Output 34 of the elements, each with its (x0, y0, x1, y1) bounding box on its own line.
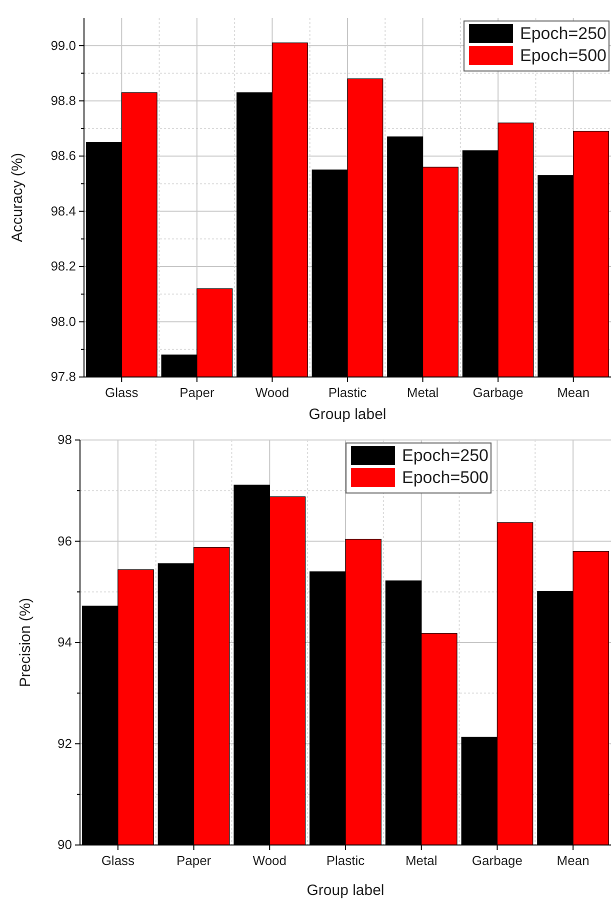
y-tick-label: 98.2 (50, 258, 76, 274)
x-tick-label: Glass (101, 853, 136, 868)
text: Epoch=500 (402, 468, 488, 487)
legend-label: Epoch=250 (520, 24, 606, 43)
x-tick-label: Mean (556, 853, 590, 868)
legend-label: Epoch=500 (520, 46, 606, 65)
x-tick-label: Paper (180, 385, 215, 400)
y-axis-title: Accuracy (%) (9, 152, 26, 242)
y-tick-label: 98.4 (50, 203, 76, 218)
y-tick-label: 92 (58, 736, 72, 751)
x-tick-label: Garbage (472, 853, 523, 868)
y-tick-label: 99.0 (50, 38, 76, 53)
x-tick-label: Wood (255, 385, 290, 400)
y-tick-label: 96 (58, 533, 72, 548)
legend-label: Epoch=250 (402, 446, 488, 465)
y-tick-label: 98.8 (50, 93, 76, 108)
y-tick-label: 98.0 (50, 314, 76, 329)
x-tick-label: Mean (557, 385, 590, 400)
y-tick-label: 94 (58, 634, 72, 650)
x-tick-label: Paper (176, 853, 212, 868)
y-axis-title: Precision (%) (17, 598, 34, 688)
y-tick-label: 98.6 (50, 148, 76, 164)
x-tick-label: Wood (252, 853, 287, 868)
x-axis-title: Group label (306, 882, 384, 899)
x-axis-title: Group label (308, 406, 386, 423)
x-tick-label: Plastic (326, 853, 366, 868)
y-tick-label: 97.8 (50, 369, 76, 384)
y-tick-label: 98 (58, 432, 72, 448)
x-tick-label: Metal (405, 853, 438, 868)
x-tick-label: Metal (406, 385, 439, 400)
y-tick-label: 90 (58, 837, 72, 852)
x-tick-label: Plastic (328, 385, 368, 400)
x-tick-label: Glass (105, 385, 139, 400)
x-tick-label: Garbage (472, 385, 524, 400)
